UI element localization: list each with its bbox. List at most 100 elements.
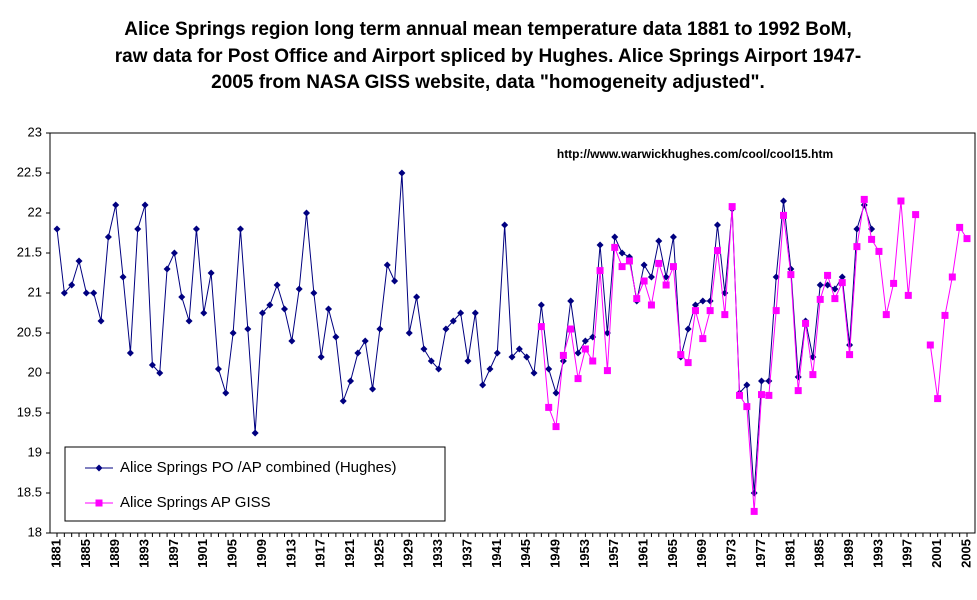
marker — [95, 499, 103, 507]
marker — [398, 169, 406, 177]
marker — [354, 349, 362, 357]
x-tick-label: 1905 — [225, 539, 240, 568]
legend-label: Alice Springs PO /AP combined (Hughes) — [120, 459, 397, 476]
marker — [831, 295, 839, 303]
marker — [383, 261, 391, 269]
y-tick-label: 21 — [28, 284, 42, 299]
marker — [684, 359, 692, 367]
marker — [545, 365, 553, 373]
marker — [266, 301, 274, 309]
marker — [640, 277, 648, 285]
marker — [251, 429, 259, 437]
marker — [765, 377, 773, 385]
x-tick-label: 1969 — [694, 539, 709, 568]
marker — [244, 325, 252, 333]
marker — [618, 263, 626, 271]
marker — [875, 247, 883, 255]
series-line — [540, 199, 968, 512]
marker — [633, 295, 641, 303]
marker — [662, 281, 670, 289]
marker — [574, 375, 582, 383]
marker — [501, 221, 509, 229]
marker — [60, 289, 68, 297]
chart-title: Alice Springs region long term annual me… — [124, 19, 851, 40]
marker — [581, 337, 589, 345]
x-tick-label: 1909 — [254, 539, 269, 568]
marker — [956, 223, 964, 231]
marker — [493, 349, 501, 357]
y-tick-label: 22.5 — [17, 164, 42, 179]
y-tick-label: 23 — [28, 124, 42, 139]
x-tick-label: 2001 — [929, 539, 944, 568]
marker — [310, 289, 318, 297]
marker — [361, 337, 369, 345]
x-tick-label: 1993 — [870, 539, 885, 568]
marker — [713, 221, 721, 229]
marker — [750, 507, 758, 515]
marker — [442, 325, 450, 333]
marker — [134, 225, 142, 233]
marker — [317, 353, 325, 361]
marker — [479, 381, 487, 389]
marker — [941, 311, 949, 319]
y-tick-label: 22 — [28, 204, 42, 219]
x-tick-label: 1913 — [283, 539, 298, 568]
marker — [126, 349, 134, 357]
marker — [809, 371, 817, 379]
marker — [611, 243, 619, 251]
marker — [581, 345, 589, 353]
marker — [90, 289, 98, 297]
marker — [156, 369, 164, 377]
x-tick-label: 1981 — [782, 539, 797, 568]
marker — [112, 201, 120, 209]
x-tick-label: 1925 — [371, 539, 386, 568]
marker — [537, 301, 545, 309]
marker — [846, 351, 854, 359]
marker — [82, 289, 90, 297]
marker — [838, 273, 846, 281]
marker — [515, 345, 523, 353]
marker — [691, 301, 699, 309]
marker — [772, 273, 780, 281]
marker — [912, 211, 920, 219]
marker — [948, 273, 956, 281]
marker — [750, 489, 758, 497]
marker — [706, 297, 714, 305]
x-tick-label: 1961 — [636, 539, 651, 568]
y-tick-label: 18 — [28, 524, 42, 539]
marker — [816, 281, 824, 289]
legend — [64, 446, 446, 522]
marker — [765, 391, 773, 399]
marker — [236, 225, 244, 233]
marker — [229, 329, 237, 337]
marker — [281, 305, 288, 313]
marker — [824, 271, 832, 279]
marker — [838, 279, 846, 287]
marker — [728, 203, 736, 211]
x-tick-label: 1933 — [430, 539, 445, 568]
marker — [376, 325, 384, 333]
marker — [214, 365, 222, 373]
x-tick-label: 1937 — [459, 539, 474, 568]
marker — [170, 249, 178, 257]
marker — [736, 391, 743, 399]
marker — [721, 311, 729, 319]
marker — [890, 279, 898, 287]
marker — [802, 319, 810, 327]
marker — [288, 337, 296, 345]
y-tick-label: 21.5 — [17, 244, 42, 259]
marker — [677, 351, 685, 359]
marker — [625, 257, 633, 265]
y-tick-label: 20.5 — [17, 324, 42, 339]
marker — [816, 295, 824, 303]
marker — [647, 301, 655, 309]
marker — [567, 325, 575, 333]
marker — [853, 225, 861, 233]
marker — [68, 281, 76, 289]
x-tick-label: 1885 — [78, 539, 93, 568]
x-tick-label: 1965 — [665, 539, 680, 568]
marker — [523, 353, 531, 361]
marker — [537, 323, 545, 331]
x-tick-label: 1901 — [195, 539, 210, 568]
marker — [567, 297, 575, 305]
